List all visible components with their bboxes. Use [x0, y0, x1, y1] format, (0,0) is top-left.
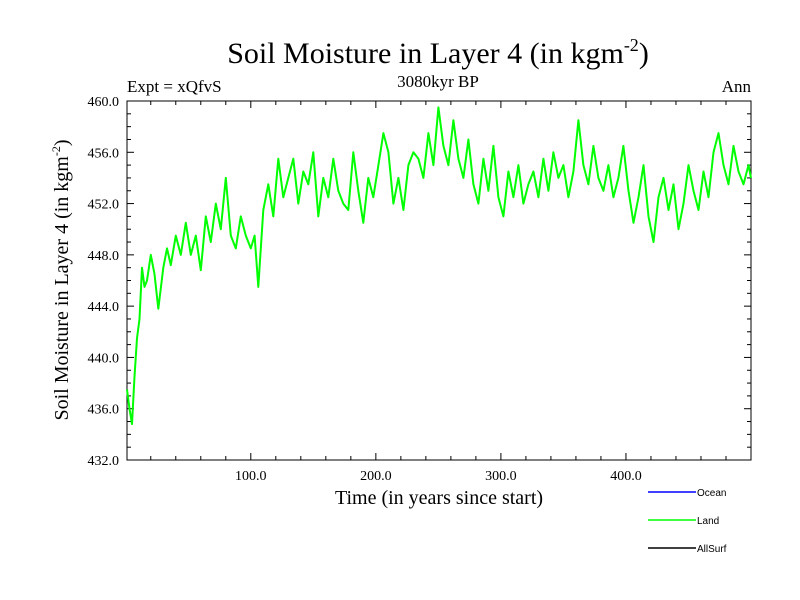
legend: Ocean Land AllSurf — [648, 488, 727, 555]
y-tick-label: 452.0 — [88, 198, 120, 213]
x-tick-label: 100.0 — [235, 469, 267, 484]
x-tick-label: 200.0 — [360, 469, 392, 484]
y-axis: 432.0 436.0 440.0 444.0 448.0 452.0 456.0 460.0 — [88, 95, 751, 469]
y-axis-label: Soil Moisture in Layer 4 (in kgm-2) — [49, 139, 73, 420]
y-tick-label: 444.0 — [88, 300, 120, 315]
y-tick-label: 440.0 — [88, 351, 120, 366]
y-tick-label: 448.0 — [88, 249, 120, 264]
chart-title: Soil Moisture in Layer 4 (in kgm-2) — [227, 35, 649, 70]
y-tick-label: 460.0 — [88, 95, 120, 110]
x-tick-label: 400.0 — [610, 469, 642, 484]
subtitle-expt: Expt = xQfvS — [127, 77, 222, 96]
y-tick-label: 436.0 — [88, 403, 120, 418]
legend-label-allsurf: AllSurf — [697, 544, 727, 555]
plot-frame — [126, 100, 752, 461]
series-line-land — [126, 106, 752, 426]
legend-label-ocean: Ocean — [697, 488, 726, 499]
y-tick-label: 432.0 — [88, 454, 120, 469]
subtitle-season: Ann — [722, 77, 752, 96]
x-tick-label: 300.0 — [485, 469, 517, 484]
legend-label-land: Land — [697, 516, 719, 527]
y-tick-label: 456.0 — [88, 146, 120, 161]
x-axis: 100.0 200.0 300.0 400.0 — [150, 101, 727, 484]
subtitle-period: 3080kyr BP — [397, 72, 479, 91]
x-axis-label: Time (in years since start) — [335, 487, 543, 509]
